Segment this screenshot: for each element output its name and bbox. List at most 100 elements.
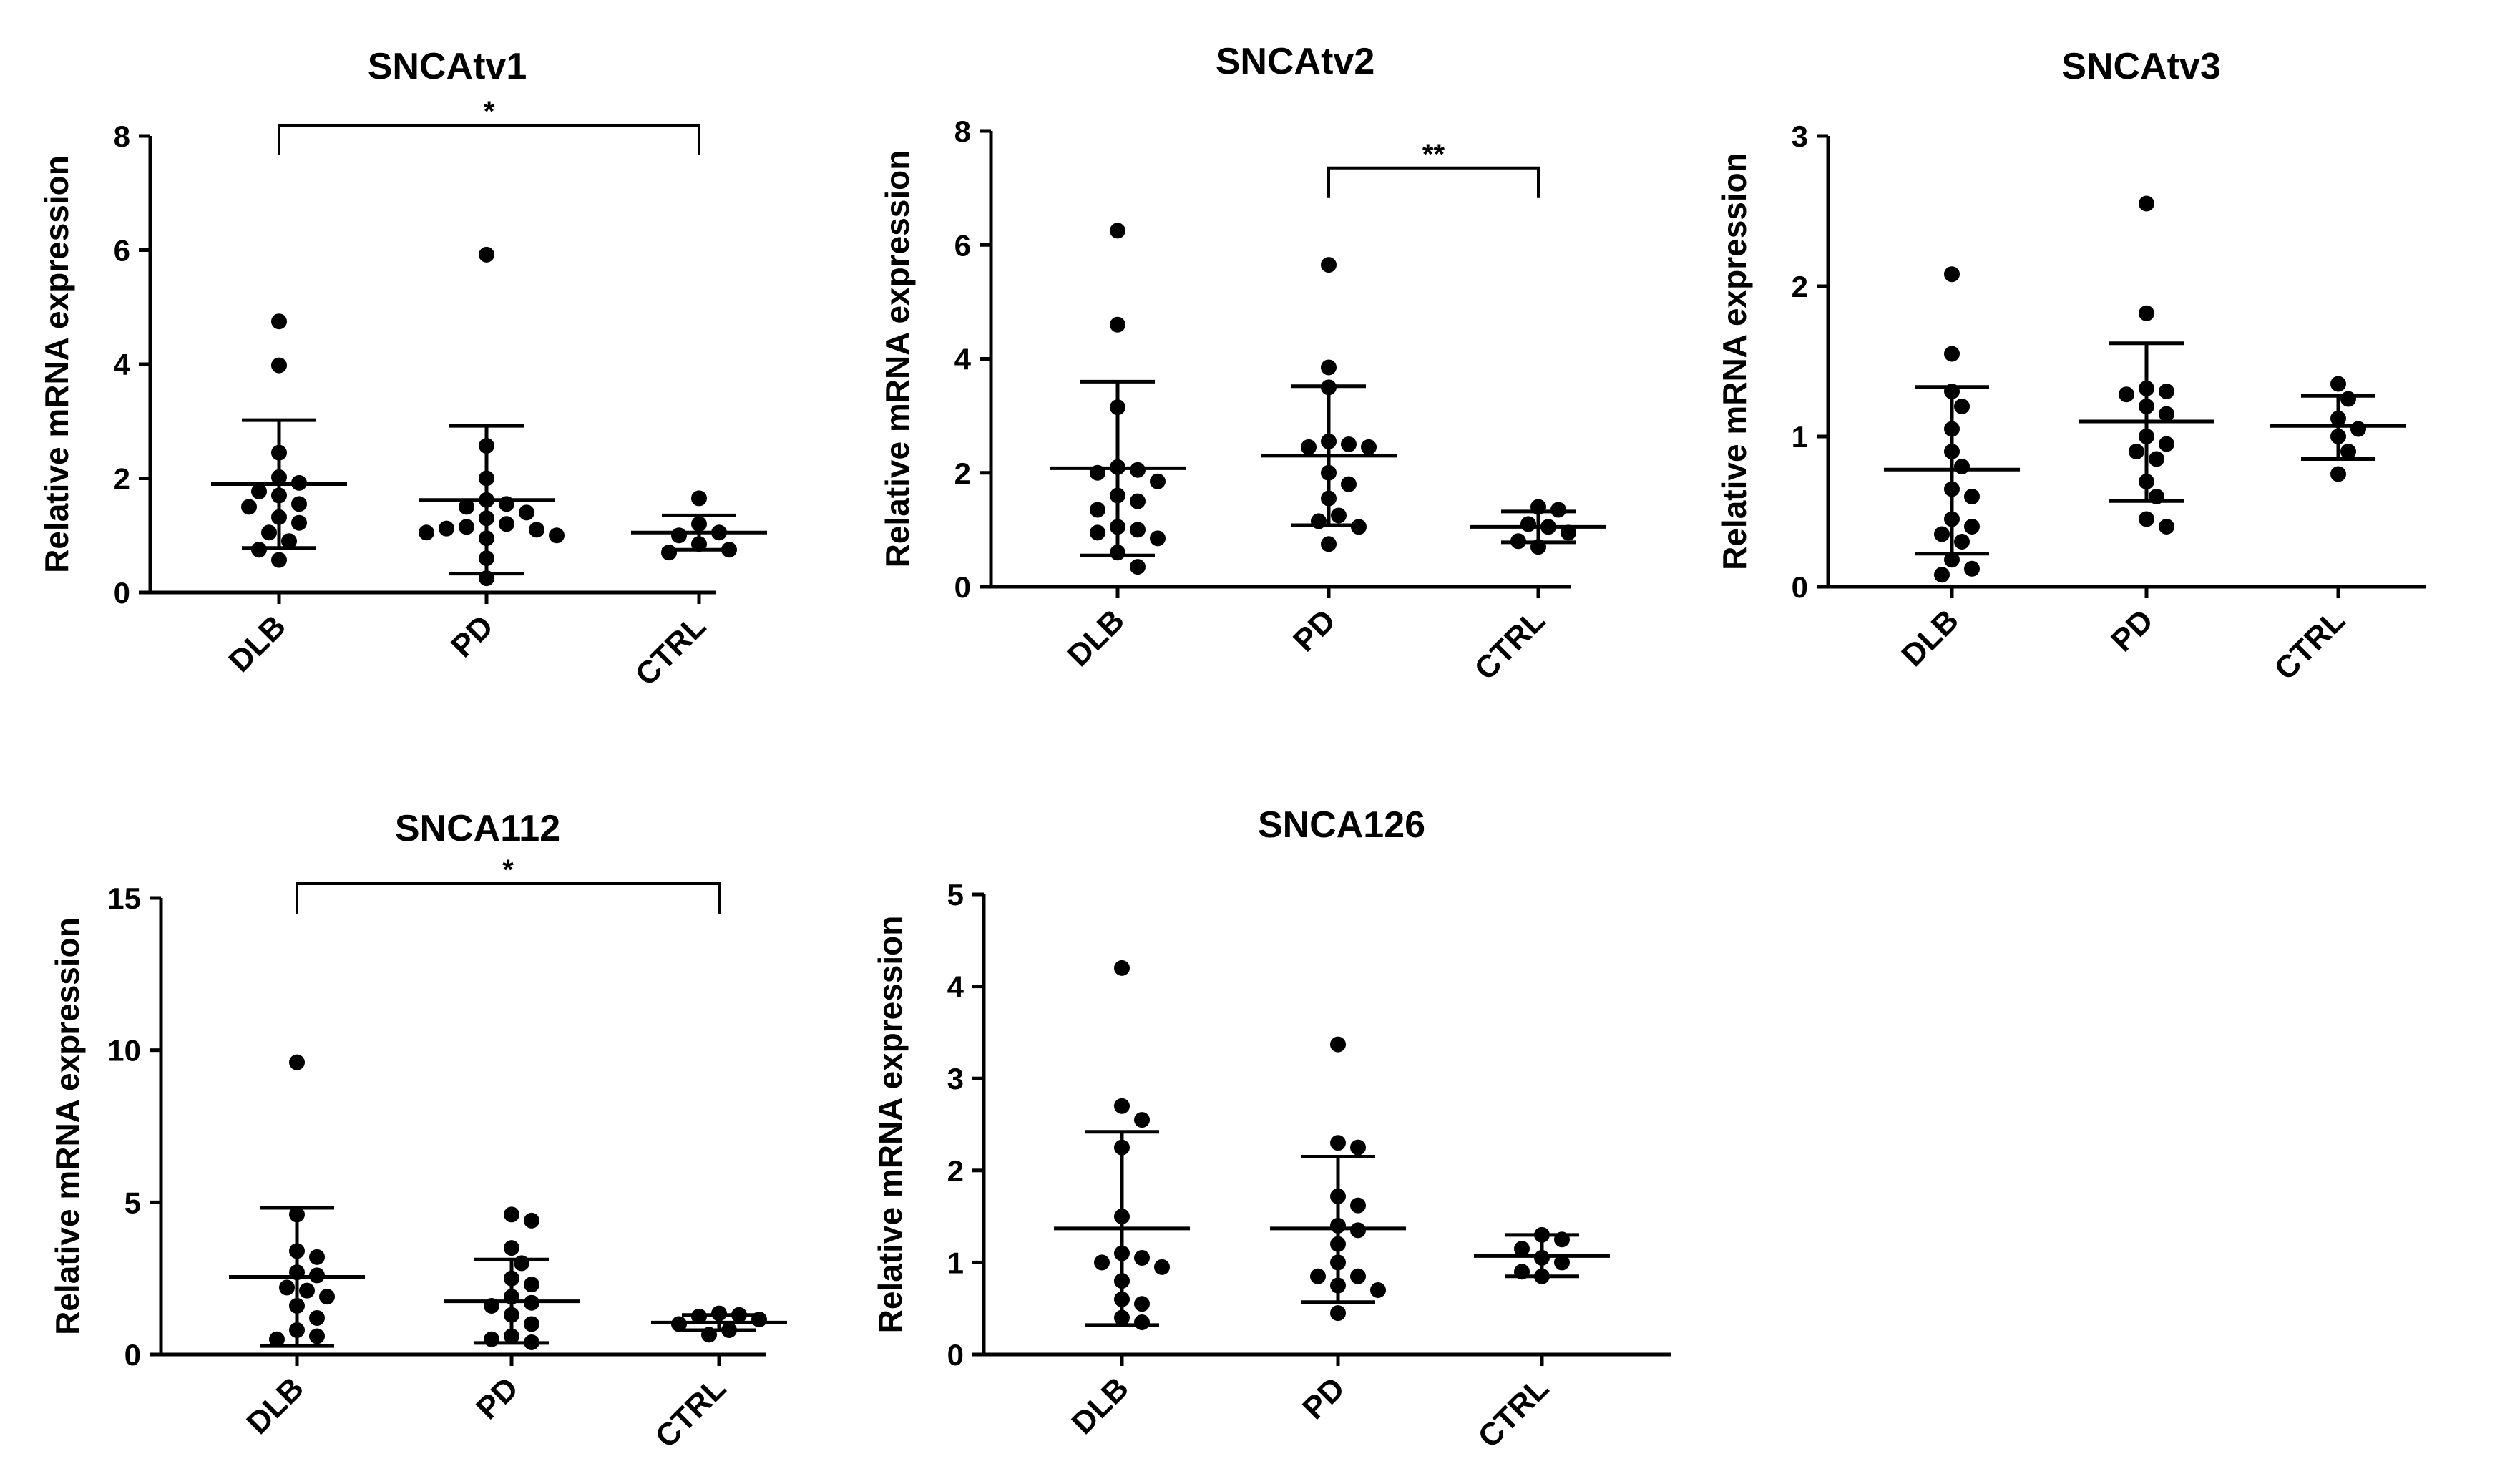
data-point [1330, 1236, 1346, 1252]
group-ctrl [651, 1305, 787, 1343]
data-point [319, 1289, 335, 1305]
group-dlb [1054, 960, 1190, 1330]
data-point [2340, 391, 2356, 407]
data-point [261, 524, 277, 541]
data-point [671, 527, 687, 544]
data-point [1090, 524, 1105, 541]
data-point [251, 483, 267, 499]
data-point [251, 542, 267, 558]
data-point [291, 474, 307, 491]
data-point [1341, 476, 1357, 492]
y-tick-label: 8 [954, 114, 971, 148]
data-point [2139, 511, 2154, 527]
x-category-label: PD [469, 1370, 525, 1426]
group-dlb [1050, 223, 1186, 575]
data-point [1330, 1036, 1346, 1053]
data-point [1090, 502, 1105, 518]
significance-bracket: * [296, 854, 721, 914]
data-point [439, 520, 454, 537]
data-point [751, 1312, 767, 1328]
x-category-label: CTRL [2267, 602, 2352, 687]
y-tick-label: 4 [947, 970, 964, 1004]
data-point [1514, 1241, 1530, 1257]
data-point [289, 1322, 305, 1338]
data-point [1150, 530, 1166, 547]
data-point [1130, 493, 1146, 509]
data-point [2129, 444, 2144, 459]
data-point [1330, 1305, 1346, 1322]
data-point [1534, 1226, 1550, 1243]
data-point [514, 1255, 529, 1272]
data-point [271, 357, 287, 374]
data-point [1954, 534, 1970, 550]
data-point [1090, 464, 1105, 481]
data-point [2350, 421, 2366, 437]
data-point [1361, 439, 1377, 455]
data-point [271, 313, 287, 330]
data-point [309, 1328, 325, 1344]
chart-panel-sncatv1: SNCAtv1 Relative mRNA expression 0 2 4 6 8 DLB P… [38, 46, 767, 693]
data-point [721, 1322, 737, 1338]
data-point [1330, 1217, 1346, 1234]
y-tick-label: 6 [954, 228, 971, 262]
data-point [1510, 533, 1526, 550]
data-point [2149, 489, 2164, 504]
data-point [479, 550, 494, 567]
data-point [299, 1282, 315, 1299]
data-point [1321, 433, 1337, 449]
chart-panel-snca112: SNCA112 Relative mRNA expression 0 5 10 15 DLB… [49, 808, 787, 1455]
data-point [2159, 519, 2174, 535]
x-category-label: DLB [1065, 1370, 1136, 1441]
y-tick-label: 4 [114, 348, 131, 381]
data-point [1554, 1254, 1570, 1271]
data-point [1964, 560, 1980, 577]
y-tick-label: 2 [954, 457, 971, 490]
data-point [1150, 473, 1166, 489]
data-point [504, 1206, 519, 1223]
significance-label: ** [1422, 139, 1445, 170]
data-point [711, 524, 727, 541]
data-point [1944, 346, 1960, 362]
significance-label: * [484, 96, 495, 127]
y-tick-label: 2 [114, 462, 130, 496]
data-point [661, 545, 677, 561]
data-point [1944, 444, 1960, 459]
data-point [1321, 490, 1337, 507]
data-point [1944, 481, 1960, 497]
data-point [484, 1297, 499, 1314]
y-tick-label: 6 [114, 234, 130, 268]
x-category-label: CTRL [648, 1370, 733, 1455]
data-point [1114, 1309, 1130, 1326]
data-point [1110, 399, 1125, 416]
data-point [1110, 519, 1125, 535]
data-point [2139, 474, 2154, 489]
x-category-label: CTRL [628, 608, 713, 693]
y-tick-label: 3 [1792, 119, 1808, 153]
y-tick-label: 15 [107, 882, 141, 915]
data-point [524, 1277, 539, 1293]
data-point [1321, 379, 1337, 396]
data-point [479, 492, 494, 508]
data-point [1370, 1282, 1386, 1298]
data-point [271, 444, 287, 461]
data-point [1350, 1268, 1366, 1284]
data-point [1110, 459, 1125, 475]
data-point [1330, 1277, 1346, 1294]
data-point [1114, 1273, 1130, 1289]
data-point [269, 1331, 285, 1347]
chart-title: SNCAtv2 [1216, 41, 1375, 82]
data-point [504, 1270, 519, 1287]
data-point [2139, 429, 2154, 444]
data-point [271, 487, 287, 504]
data-point [1530, 499, 1546, 515]
data-point [289, 1243, 305, 1259]
data-point [2139, 195, 2154, 212]
data-point [479, 510, 494, 527]
data-point [524, 1294, 539, 1311]
data-point [1934, 567, 1950, 583]
data-point [2340, 444, 2356, 459]
data-point [2149, 451, 2164, 467]
data-point [1330, 1135, 1346, 1151]
data-point [479, 470, 494, 487]
